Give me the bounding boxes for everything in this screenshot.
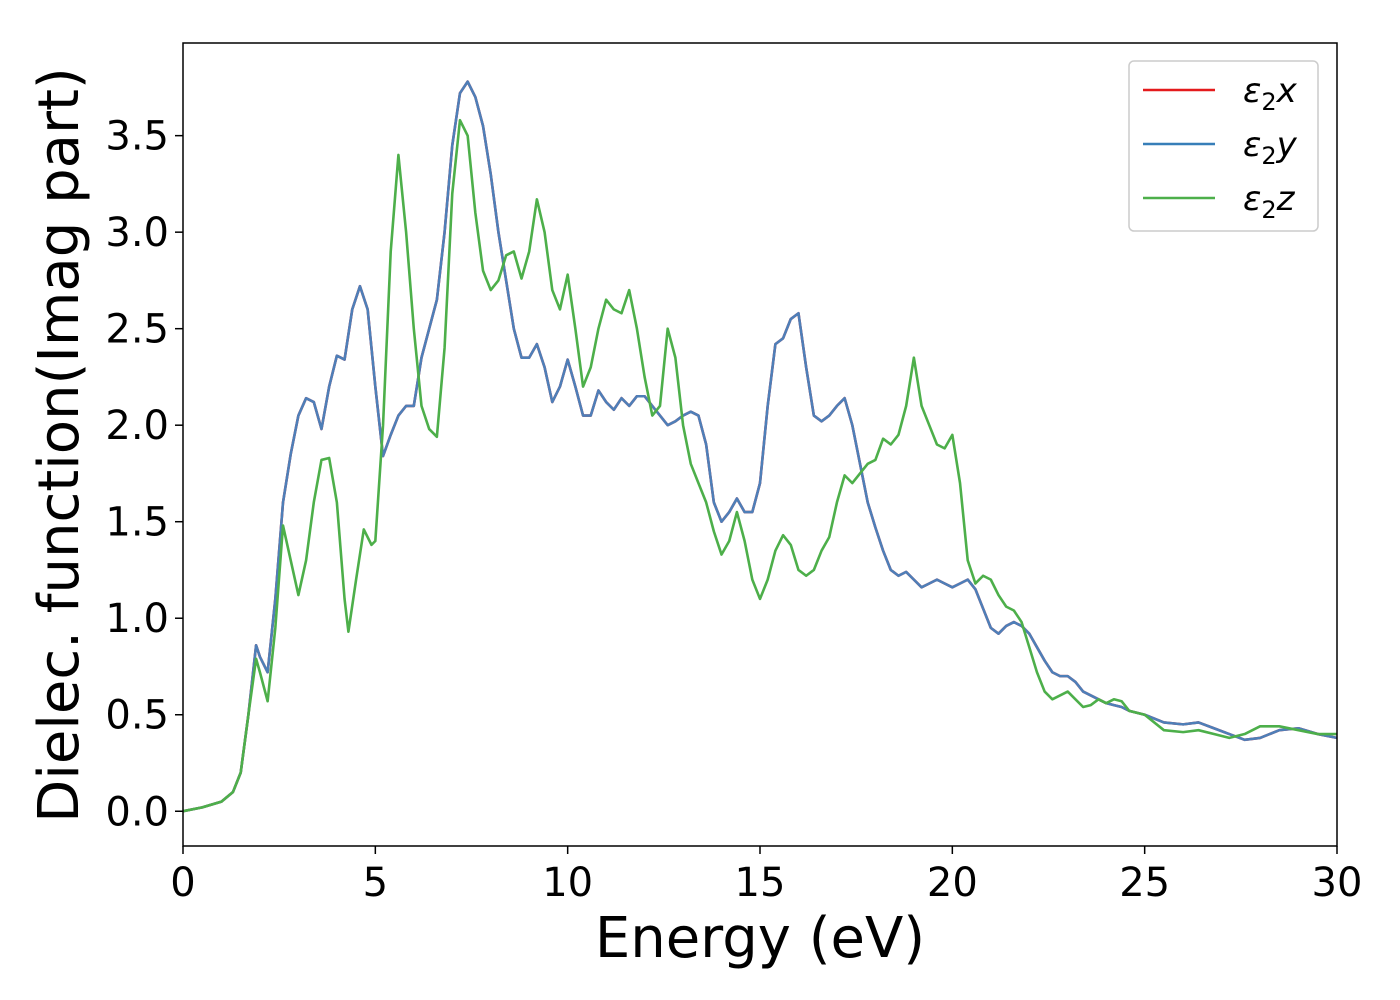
y-axis-title: Dielec. function(Imag part)	[27, 67, 92, 823]
x-tick-label: 5	[363, 860, 388, 906]
legend: ε2x ε2y ε2z	[1128, 60, 1319, 232]
y-tick-label: 1.0	[105, 596, 169, 642]
legend-label: ε2x	[1243, 71, 1298, 116]
y-tick-label: 2.0	[105, 403, 169, 449]
x-tick-label: 15	[735, 860, 786, 906]
series-layer	[183, 80, 1337, 813]
legend-label: ε2z	[1243, 179, 1296, 224]
series-line-z	[183, 118, 1337, 813]
y-tick-label: 2.5	[105, 307, 169, 353]
x-tick-label: 20	[927, 860, 978, 906]
y-tick-label: 3.0	[105, 210, 169, 256]
y-axis: 0.0 0.5 1.0 1.5 2.0 2.5 3.0 3.5	[105, 114, 183, 835]
y-tick-label: 3.5	[105, 114, 169, 160]
x-tick-label: 0	[170, 860, 195, 906]
y-tick-label: 0.0	[105, 789, 169, 835]
x-tick-label: 10	[542, 860, 593, 906]
x-axis-title: Energy (eV)	[595, 906, 925, 971]
y-tick-label: 1.5	[105, 500, 169, 546]
legend-label: ε2y	[1243, 125, 1298, 170]
x-tick-label: 30	[1312, 860, 1363, 906]
legend-box	[1128, 60, 1319, 232]
series-line-y	[183, 80, 1337, 813]
y-tick-label: 0.5	[105, 693, 169, 739]
x-tick-label: 25	[1119, 860, 1170, 906]
x-axis: 0 5 10 15 20 25 30	[170, 846, 1362, 906]
